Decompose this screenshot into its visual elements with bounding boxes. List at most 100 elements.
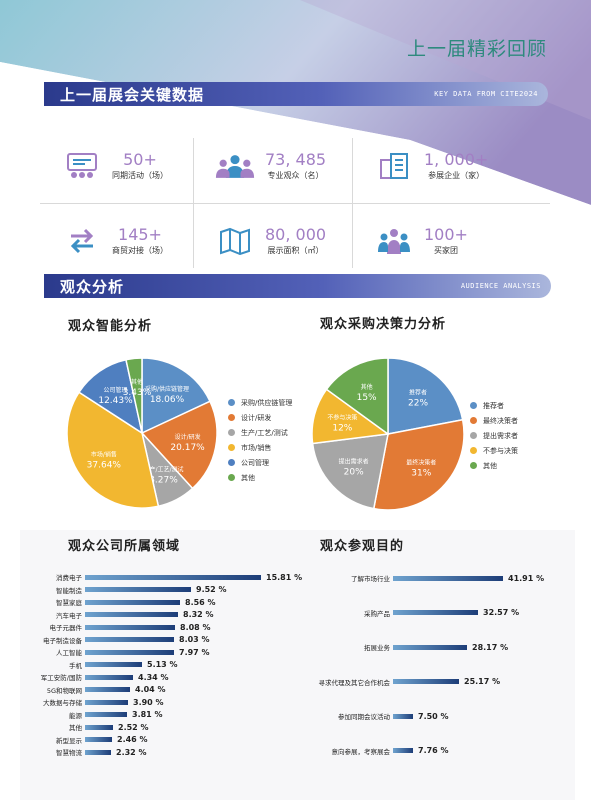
company-bar-value: 8.03 % [179,635,210,644]
decision-slice-percent: 12% [332,423,352,433]
decision-legend-item: 最终决策者 [470,413,518,428]
legend-swatch [228,459,235,466]
purpose-bar [393,748,413,753]
legend-swatch [228,399,235,406]
smart-slice-0 [141,357,211,435]
company-bar [85,737,112,742]
company-bar-row: 能源 3.81 % [30,709,163,721]
decision-slice-percent: 15% [357,393,377,403]
pie-chart-decision: 推荐者 22% 最终决策者 31% 提出需求者 20% 不参与决策 12% 其他 15% [311,357,465,511]
stats-divider-vertical-1 [193,138,194,268]
decision-slice-1 [372,418,465,511]
legend-swatch [228,414,235,421]
meeting-icon [62,151,102,181]
decision-slice-label: 提出需求者 [339,457,369,465]
legend-label: 采购/供应链管理 [241,398,293,407]
purpose-bar [393,610,478,615]
company-bar-label: 手机 [69,661,82,670]
exchange-icon [62,226,102,256]
smart-slice-percent: 8.27% [149,475,178,485]
legend-swatch [228,444,235,451]
legend-label: 其他 [483,461,497,470]
people-icon [215,151,255,181]
smart-slice-3 [66,391,160,509]
company-bar-row: 5G和物联网 4.04 % [30,684,166,696]
company-bar-row: 汽车电子 8.32 % [30,609,214,621]
purpose-bar [393,713,413,719]
company-bar-label: 电子元器件 [49,624,83,632]
purpose-bar-row: 参加同期会议活动 7.50 % [290,710,449,722]
decision-slice-2 [311,433,389,510]
company-bar [85,662,142,667]
company-bar-value: 4.04 % [135,685,166,694]
pie-chart-smart: 采购/供应链管理 18.06% 设计/研发 20.17% 生产/工艺/测试 8.27% 市场… [66,357,218,509]
company-bar-row: 新型显示 2.46 % [30,734,148,746]
decision-slice-label: 不参与决策 [327,413,357,421]
company-bar-value: 15.81 % [266,572,303,582]
purpose-bar [393,679,459,684]
company-bar-row: 智慧物流 2.32 % [30,746,147,758]
map-icon [215,226,255,256]
company-bar-value: 5.13 % [147,660,178,669]
company-bar-value: 7.97 % [179,647,210,657]
purpose-bar-row: 意向参展，考察展会 7.76 % [290,745,449,757]
company-bar [85,699,128,705]
purpose-bar-value: 7.76 % [418,746,449,755]
company-bar-label: 5G和物联网 [46,686,82,695]
decision-slice-4 [325,357,389,436]
company-bar [85,649,174,655]
company-bar [85,574,261,580]
stat-value: 73, 485 [265,150,327,169]
key-data-banner: 上一届展会关键数据 KEY DATA FROM CITE2024 [44,82,548,106]
legend-label: 推荐者 [483,401,504,410]
group-icon [374,226,414,256]
company-bar-label: 智慧物流 [56,749,82,757]
stat-label: 商贸对接（场） [112,246,168,255]
decision-legend-item: 不参与决策 [470,443,518,458]
decision-slice-label: 其他 [361,383,373,391]
purpose-bar-value: 41.91 % [508,573,545,583]
stat-label: 买家团 [433,246,458,255]
company-bar-label: 其他 [69,724,82,732]
legend-label: 不参与决策 [483,446,518,455]
company-bar [85,724,113,730]
legend-swatch [470,417,477,424]
decision-slice-percent: 20% [344,467,364,477]
company-bar-label: 汽车电子 [56,611,82,620]
purpose-bar-label: 参加同期会议活动 [338,713,390,721]
legend-swatch [470,432,477,439]
purpose-bar-label: 意向参展，考察展会 [331,747,391,756]
company-bar-label: 电子制造设备 [43,636,82,645]
audience-banner-title: 观众分析 [60,277,125,296]
smart-slice-label: 其他 [131,378,143,386]
smart-slice-4 [77,358,144,435]
company-bar-row: 手机 5.13 % [30,659,178,671]
company-bar [85,712,127,717]
legend-label: 市场/销售 [241,443,272,452]
audience-banner-subtitle: AUDIENCE ANALYSIS [460,282,541,290]
decision-legend-item: 推荐者 [470,398,518,413]
purpose-bar [393,644,467,650]
purpose-bar-row: 寻求代理及其它合作机会 25.17 % [290,676,501,688]
company-bar-row: 消费电子 15.81 % [30,571,302,583]
purpose-bar-label: 拓展业务 [364,644,390,652]
company-bar-value: 8.56 % [185,597,216,607]
building-icon [374,151,414,181]
stat-exhibitors: 1, 000+ 参展企业（家） [374,150,488,181]
company-bar [85,749,111,755]
smart-legend-item: 市场/销售 [228,440,292,455]
section-title-company: 观众公司所属领域 [68,539,181,554]
stat-value: 145+ [118,225,162,244]
stats-divider-horizontal [40,203,550,204]
smart-legend-item: 公司管理 [228,455,292,470]
smart-slice-label: 市场/销售 [91,451,117,459]
purpose-bar-label: 了解市场行业 [351,575,390,583]
legend-label: 最终决策者 [483,416,518,425]
company-bar-row: 智慧家庭 8.56 % [30,596,216,608]
company-bar-row: 其他 2.52 % [30,721,149,733]
stat-label: 同期活动（场） [112,171,168,180]
company-bar-row: 大数据与存储 3.90 % [30,696,164,708]
company-bar [85,637,174,642]
purpose-bar-row: 采购产品 32.57 % [290,607,519,619]
section-title-smart: 观众智能分析 [68,319,153,334]
